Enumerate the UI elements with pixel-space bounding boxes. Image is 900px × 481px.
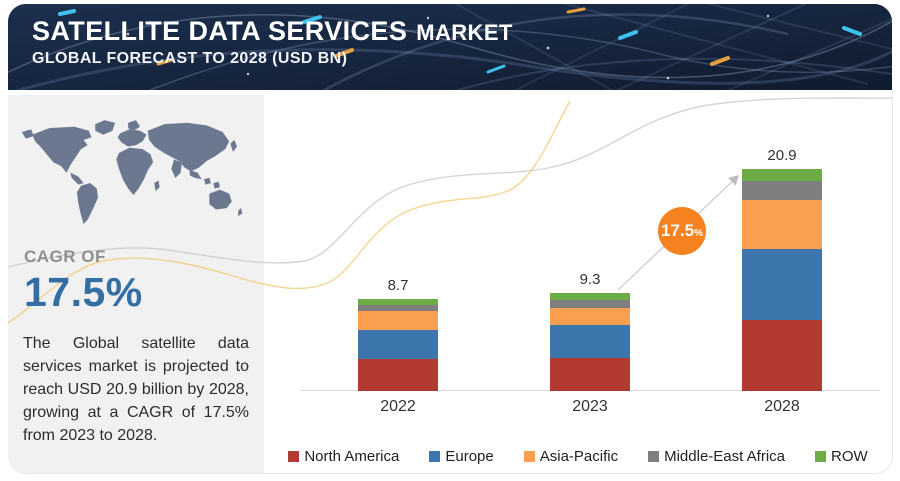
bar-2028: 20.9 2028	[742, 147, 822, 415]
bar-segment-middle-east-africa-2028	[742, 181, 822, 200]
header-banner: SATELLITE DATA SERVICES MARKET GLOBAL FO…	[8, 4, 892, 90]
legend-swatch-middle-east-africa	[648, 451, 660, 462]
bar-total-2023: 9.3	[579, 271, 601, 288]
x-axis-label-2028: 2028	[764, 398, 800, 415]
legend-swatch-asia-pacific	[523, 451, 535, 462]
bar-segment-asia-pacific-2022	[358, 311, 438, 330]
bar-segment-north-america-2028	[742, 320, 822, 391]
sidebar-panel: CAGR OF 17.5% The Global satellite data …	[8, 95, 264, 473]
legend: North America Europe Asia-Pacific Middle-Ea…	[264, 448, 892, 465]
title-main: SATELLITE DATA SERVICES	[32, 16, 408, 46]
legend-label-row: ROW	[831, 448, 868, 465]
content-card: CAGR OF 17.5% The Global satellite data …	[8, 95, 893, 474]
legend-item-europe: Europe	[429, 448, 494, 465]
cagr-bubble: 17.5 %	[658, 207, 706, 255]
bar-segment-north-america-2023	[550, 358, 630, 391]
legend-label-europe: Europe	[445, 448, 494, 465]
legend-item-middle-east-africa: Middle-East Africa	[648, 448, 785, 465]
bar-segment-europe-2023	[550, 325, 630, 358]
legend-label-north-america: North America	[304, 448, 400, 465]
legend-swatch-north-america	[288, 451, 300, 462]
cagr-bubble-percent: %	[694, 227, 703, 239]
bar-segment-north-america-2022	[358, 359, 438, 391]
cagr-value: 17.5%	[24, 269, 143, 315]
x-axis-label-2023: 2023	[572, 398, 608, 415]
legend-swatch-row	[815, 451, 826, 462]
legend-label-middle-east-africa: Middle-East Africa	[664, 448, 785, 465]
bar-segment-europe-2022	[358, 330, 438, 359]
legend-item-row: ROW	[815, 448, 868, 465]
bar-2023: 9.3 2023	[550, 271, 630, 415]
bar-2022: 8.7 2022	[358, 277, 438, 415]
legend-label-asia-pacific: Asia-Pacific	[539, 448, 619, 465]
bar-total-2028: 20.9	[767, 147, 797, 164]
market-description: The Global satellite data services marke…	[23, 335, 249, 444]
bar-total-2022: 8.7	[387, 277, 409, 294]
page-subtitle: GLOBAL FORECAST TO 2028 (USD BN)	[32, 50, 348, 67]
bar-segment-row-2023	[550, 293, 630, 300]
cagr-label: CAGR OF	[24, 247, 106, 266]
page-title: SATELLITE DATA SERVICES MARKET	[32, 16, 513, 47]
x-axis-label-2022: 2022	[380, 398, 416, 415]
title-suffix: MARKET	[416, 20, 513, 45]
bar-segment-row-2028	[742, 169, 822, 181]
legend-swatch-europe	[429, 451, 441, 462]
legend-item-north-america: North America	[288, 448, 399, 465]
bar-segment-asia-pacific-2028	[742, 200, 822, 249]
world-map	[18, 111, 254, 242]
legend-item-asia-pacific: Asia-Pacific	[523, 448, 619, 465]
header-network-art	[8, 4, 892, 90]
bar-segment-europe-2028	[742, 249, 822, 320]
bar-segment-asia-pacific-2023	[550, 308, 630, 325]
cagr-bubble-value: 17.5	[661, 221, 695, 240]
bar-segment-middle-east-africa-2023	[550, 300, 630, 308]
chart-area: 8.7 2022 9.3 2023 20.9 2028 17.5 % North Amer…	[264, 95, 892, 473]
